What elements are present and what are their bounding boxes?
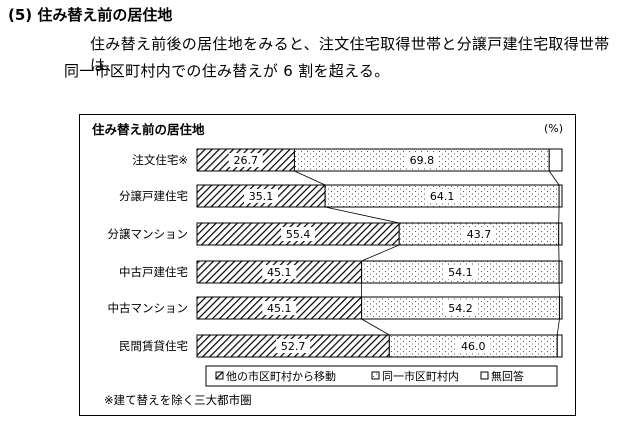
legend-swatch-1 bbox=[215, 371, 224, 380]
legend-label-3: 無回答 bbox=[491, 369, 524, 383]
value-label: 45.1 bbox=[267, 266, 292, 279]
value-label: 26.7 bbox=[233, 154, 258, 167]
legend-swatch-3 bbox=[480, 371, 489, 380]
value-label-bg bbox=[281, 227, 316, 241]
value-label-bg bbox=[276, 339, 311, 353]
chart-title: 住み替え前の居住地 bbox=[92, 122, 205, 137]
value-label-bg bbox=[262, 265, 297, 279]
value-label: 46.0 bbox=[461, 340, 486, 353]
value-label-bg bbox=[244, 189, 279, 203]
value-label-bg bbox=[443, 265, 478, 279]
value-label: 54.2 bbox=[448, 302, 473, 315]
category-label: 分譲戸建住宅 bbox=[119, 189, 188, 203]
value-label: 35.1 bbox=[249, 190, 274, 203]
category-label: 分譲マンション bbox=[108, 227, 189, 241]
connector-line bbox=[294, 170, 326, 186]
value-label: 45.1 bbox=[267, 302, 292, 315]
value-label: 43.7 bbox=[467, 228, 492, 241]
value-label: 64.1 bbox=[430, 190, 455, 203]
bar-segment-3 bbox=[548, 148, 563, 172]
paragraph-line-1: 住み替え前後の居住地をみると、注文住宅取得世帯と分譲戸建住宅取得世帯は、 bbox=[90, 35, 610, 74]
section-heading: (5) 住み替え前の居住地 bbox=[8, 6, 173, 24]
category-label: 中古マンション bbox=[108, 301, 189, 315]
value-label: 54.1 bbox=[448, 266, 473, 279]
legend-box bbox=[205, 365, 558, 387]
value-label-bg bbox=[456, 339, 491, 353]
bar-segment-3 bbox=[558, 260, 563, 284]
chart-frame bbox=[79, 114, 576, 416]
bar-segment-3 bbox=[558, 222, 563, 246]
value-label-bg bbox=[404, 153, 439, 167]
bar-segment-3 bbox=[558, 184, 563, 208]
value-label-bg bbox=[425, 189, 460, 203]
value-label: 55.4 bbox=[286, 228, 311, 241]
bar-segment-3 bbox=[556, 334, 563, 358]
unit-label: (%) bbox=[544, 122, 563, 135]
connector-line bbox=[361, 318, 390, 336]
connector-line bbox=[548, 170, 560, 186]
chart-footnote: ※建て替えを除く三大都市圏 bbox=[104, 393, 252, 407]
category-label: 民間賃貸住宅 bbox=[119, 339, 188, 353]
category-label: 注文住宅※ bbox=[132, 153, 188, 167]
connector-line bbox=[361, 244, 400, 262]
category-label: 中古戸建住宅 bbox=[119, 265, 188, 279]
value-label-bg bbox=[443, 301, 478, 315]
value-label: 69.8 bbox=[410, 154, 435, 167]
connector-line bbox=[325, 206, 400, 224]
paragraph-line-2: 同一市区町村内での住み替えが 6 割を超える。 bbox=[64, 62, 390, 80]
legend-label-1: 他の市区町村から移動 bbox=[226, 369, 336, 383]
connector-line bbox=[556, 318, 560, 336]
value-label-bg bbox=[461, 227, 496, 241]
value-label-bg bbox=[228, 153, 263, 167]
value-label-bg bbox=[262, 301, 297, 315]
legend-swatch-2 bbox=[371, 371, 380, 380]
legend-label-2: 同一市区町村内 bbox=[382, 369, 459, 383]
bar-segment-3 bbox=[558, 296, 563, 320]
value-label: 52.7 bbox=[281, 340, 306, 353]
